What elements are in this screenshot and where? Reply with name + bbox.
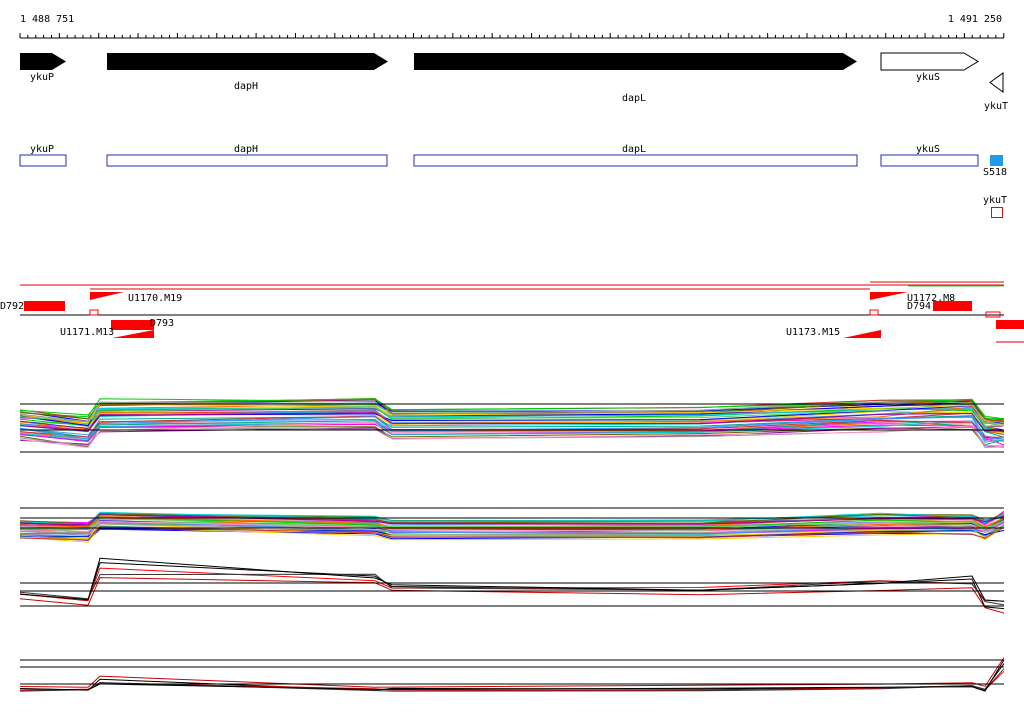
gene-label: dapL bbox=[622, 93, 646, 104]
segment-triangle bbox=[112, 330, 154, 338]
segment-triangle bbox=[870, 292, 908, 300]
profile-line bbox=[19, 562, 1005, 610]
profile-line bbox=[19, 668, 1005, 692]
profile-line bbox=[19, 412, 1005, 432]
profile-line bbox=[19, 416, 1005, 441]
segment-triangle bbox=[90, 292, 124, 300]
profile-line bbox=[19, 398, 1005, 420]
profile-line bbox=[19, 659, 1005, 692]
gene-label: ykuP bbox=[30, 144, 54, 155]
gene-label: ykuS bbox=[916, 144, 940, 155]
gene-label: ykuP bbox=[30, 72, 54, 83]
gene-arrows: ykuP dapH dapL ykuS ykuT bbox=[20, 52, 1008, 112]
profile-line bbox=[19, 426, 1005, 448]
profile-line bbox=[19, 406, 1005, 432]
profile-line bbox=[19, 573, 1005, 606]
gene-label: dapH bbox=[234, 144, 258, 155]
gene-label: dapH bbox=[234, 81, 258, 92]
gene-arrow bbox=[414, 53, 857, 70]
segment-label: U1170.M19 bbox=[128, 293, 182, 304]
segments: D792 U1170.M19 U1171.M13 D793 U1172.M8 D… bbox=[0, 281, 1024, 343]
segment-label: U1172.M8 bbox=[907, 293, 955, 304]
profile-line bbox=[19, 557, 1005, 602]
segment-bar bbox=[933, 301, 972, 311]
feature-box bbox=[990, 155, 1003, 166]
gene-box bbox=[413, 154, 858, 167]
gene-box bbox=[106, 154, 388, 167]
segment-label: U1173.M15 bbox=[786, 327, 840, 338]
segment-label: U1171.M13 bbox=[60, 327, 114, 338]
profile-line bbox=[19, 523, 1005, 540]
profile-line bbox=[19, 520, 1005, 530]
gene-models: ykuP dapH dapL ykuS S518 ykuT bbox=[19, 144, 1007, 218]
gene-box bbox=[19, 154, 67, 167]
segment-label: D794 bbox=[907, 301, 931, 312]
profile-line bbox=[19, 526, 1005, 541]
segment-triangle bbox=[843, 330, 881, 338]
gene-label: ykuS bbox=[916, 72, 940, 83]
ruler-start: 1 488 751 bbox=[20, 14, 74, 25]
gene-arrow bbox=[107, 53, 388, 70]
feature-label: S518 bbox=[983, 167, 1007, 178]
profile-line bbox=[19, 402, 1005, 427]
segment-bar bbox=[24, 301, 65, 311]
segment-bar bbox=[996, 320, 1024, 329]
gene-arrow bbox=[20, 53, 66, 70]
profile-line bbox=[19, 421, 1005, 449]
gene-arrow bbox=[880, 52, 979, 71]
profiles bbox=[19, 397, 1005, 692]
profile-line bbox=[19, 657, 1005, 688]
gene-label: dapL bbox=[622, 144, 646, 155]
feature-box bbox=[991, 207, 1003, 218]
ruler: 1 488 751 1 491 250 bbox=[19, 14, 1005, 39]
segment-bar bbox=[89, 309, 99, 316]
segment-bar bbox=[869, 309, 879, 316]
segment-label: D793 bbox=[150, 318, 174, 329]
gene-box bbox=[880, 154, 979, 167]
gene-label: ykuT bbox=[984, 101, 1008, 112]
segment-bar bbox=[985, 311, 1001, 318]
profile-line bbox=[19, 514, 1005, 526]
profile-line bbox=[19, 401, 1005, 425]
gene-arrow bbox=[989, 72, 1004, 93]
segment-label: D792 bbox=[0, 301, 24, 312]
segment-bar bbox=[111, 320, 154, 330]
feature-label: ykuT bbox=[983, 195, 1007, 206]
ruler-end: 1 491 250 bbox=[948, 14, 1002, 25]
profile-line bbox=[19, 420, 1005, 443]
